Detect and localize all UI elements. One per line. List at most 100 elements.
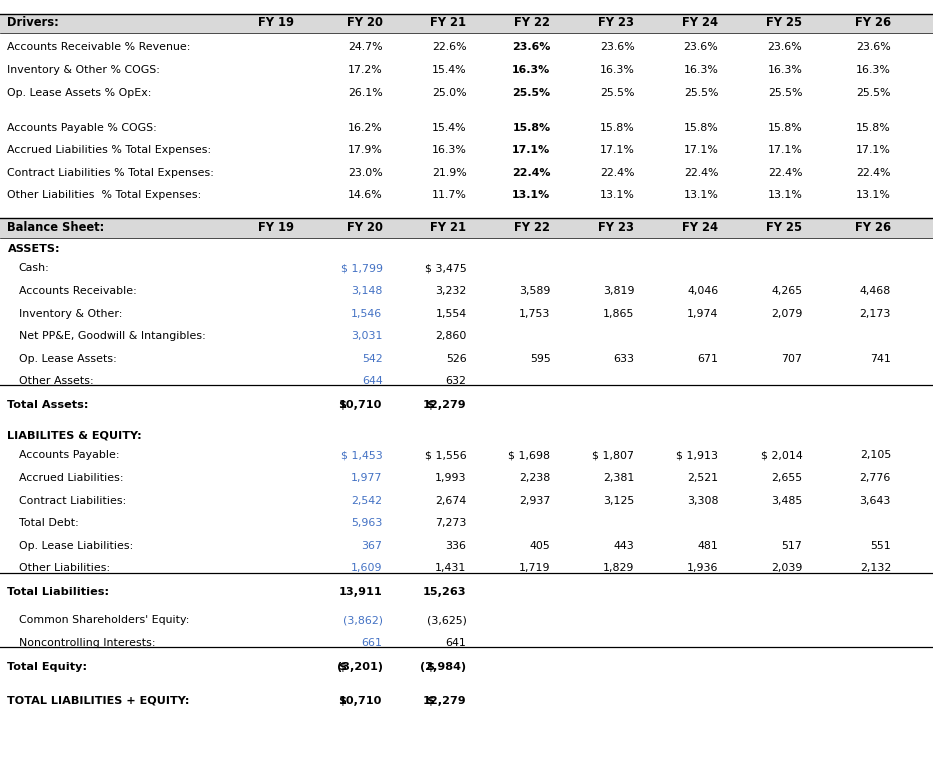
Text: 2,655: 2,655 xyxy=(772,473,802,483)
Text: $ 1,799: $ 1,799 xyxy=(341,264,383,273)
Text: 1,546: 1,546 xyxy=(352,309,383,319)
Text: 12,279: 12,279 xyxy=(423,696,466,705)
Text: 17.1%: 17.1% xyxy=(768,146,802,155)
Text: 23.6%: 23.6% xyxy=(768,42,802,52)
Text: 15.8%: 15.8% xyxy=(856,123,891,133)
Text: Other Assets:: Other Assets: xyxy=(19,376,93,386)
Text: FY 21: FY 21 xyxy=(430,221,466,234)
Text: FY 20: FY 20 xyxy=(347,221,383,234)
Text: $: $ xyxy=(426,400,434,410)
Bar xyxy=(0,218,933,238)
Text: 2,132: 2,132 xyxy=(860,564,891,574)
Text: 22.4%: 22.4% xyxy=(600,168,634,178)
Text: 2,860: 2,860 xyxy=(435,331,466,341)
Text: 2,542: 2,542 xyxy=(352,496,383,506)
Text: 2,039: 2,039 xyxy=(771,564,802,574)
Text: 16.3%: 16.3% xyxy=(768,65,802,75)
Text: 542: 542 xyxy=(362,354,383,364)
Text: 25.5%: 25.5% xyxy=(684,87,718,97)
Text: 3,643: 3,643 xyxy=(859,496,891,506)
Text: $ 3,475: $ 3,475 xyxy=(425,264,466,273)
Text: Accrued Liabilities:: Accrued Liabilities: xyxy=(19,473,123,483)
Text: 2,674: 2,674 xyxy=(436,496,466,506)
Text: Other Liabilities  % Total Expenses:: Other Liabilities % Total Expenses: xyxy=(7,191,202,201)
Text: FY 26: FY 26 xyxy=(855,16,891,29)
Text: $: $ xyxy=(338,400,345,410)
Text: 25.5%: 25.5% xyxy=(512,87,550,97)
Text: 1,977: 1,977 xyxy=(351,473,383,483)
Text: 15.8%: 15.8% xyxy=(512,123,550,133)
Text: 2,521: 2,521 xyxy=(688,473,718,483)
Text: 2,238: 2,238 xyxy=(520,473,550,483)
Text: $ 1,556: $ 1,556 xyxy=(425,450,466,460)
Text: 3,232: 3,232 xyxy=(436,286,466,296)
Text: $ 1,913: $ 1,913 xyxy=(676,450,718,460)
Text: 1,936: 1,936 xyxy=(687,564,718,574)
Text: 17.1%: 17.1% xyxy=(600,146,634,155)
Text: 23.6%: 23.6% xyxy=(512,42,550,52)
Text: 16.3%: 16.3% xyxy=(512,65,550,75)
Text: 17.9%: 17.9% xyxy=(348,146,383,155)
Text: 671: 671 xyxy=(697,354,718,364)
Text: 1,829: 1,829 xyxy=(603,564,634,574)
Text: FY 21: FY 21 xyxy=(430,16,466,29)
Text: 25.5%: 25.5% xyxy=(856,87,891,97)
Text: ASSETS:: ASSETS: xyxy=(7,244,60,254)
Text: 2,105: 2,105 xyxy=(860,450,891,460)
Text: 13,911: 13,911 xyxy=(339,588,383,597)
Text: Inventory & Other:: Inventory & Other: xyxy=(19,309,122,319)
Text: Net PP&E, Goodwill & Intangibles:: Net PP&E, Goodwill & Intangibles: xyxy=(19,331,205,341)
Text: Inventory & Other % COGS:: Inventory & Other % COGS: xyxy=(7,65,160,75)
Text: 3,125: 3,125 xyxy=(604,496,634,506)
Text: 3,308: 3,308 xyxy=(687,496,718,506)
Text: 1,609: 1,609 xyxy=(351,564,383,574)
Text: 22.4%: 22.4% xyxy=(856,168,891,178)
Text: 336: 336 xyxy=(445,541,466,551)
Text: 15.8%: 15.8% xyxy=(600,123,634,133)
Text: 2,937: 2,937 xyxy=(519,496,550,506)
Text: 3,485: 3,485 xyxy=(772,496,802,506)
Text: 12,279: 12,279 xyxy=(423,400,466,410)
Text: Drivers:: Drivers: xyxy=(7,16,59,29)
Text: 1,554: 1,554 xyxy=(436,309,466,319)
Text: Op. Lease Assets:: Op. Lease Assets: xyxy=(19,354,117,364)
Text: 633: 633 xyxy=(613,354,634,364)
Text: 10,710: 10,710 xyxy=(340,400,383,410)
Text: 741: 741 xyxy=(870,354,891,364)
Text: 517: 517 xyxy=(782,541,802,551)
Text: LIABILITES & EQUITY:: LIABILITES & EQUITY: xyxy=(7,430,142,440)
Text: FY 23: FY 23 xyxy=(598,16,634,29)
Text: 17.2%: 17.2% xyxy=(348,65,383,75)
Text: FY 19: FY 19 xyxy=(258,16,294,29)
Text: Op. Lease Assets % OpEx:: Op. Lease Assets % OpEx: xyxy=(7,87,152,97)
Text: 25.5%: 25.5% xyxy=(768,87,802,97)
Text: FY 24: FY 24 xyxy=(682,16,718,29)
Text: 661: 661 xyxy=(361,638,383,648)
Text: 367: 367 xyxy=(361,541,383,551)
Text: 15.8%: 15.8% xyxy=(768,123,802,133)
Text: 595: 595 xyxy=(530,354,550,364)
Text: 707: 707 xyxy=(781,354,802,364)
Text: Contract Liabilities % Total Expenses:: Contract Liabilities % Total Expenses: xyxy=(7,168,215,178)
Text: 3,589: 3,589 xyxy=(519,286,550,296)
Text: 16.3%: 16.3% xyxy=(432,146,466,155)
Text: 13.1%: 13.1% xyxy=(856,191,891,201)
Text: FY 23: FY 23 xyxy=(598,221,634,234)
Text: 23.6%: 23.6% xyxy=(684,42,718,52)
Text: FY 20: FY 20 xyxy=(347,16,383,29)
Text: Total Equity:: Total Equity: xyxy=(7,662,88,672)
Text: 405: 405 xyxy=(530,541,550,551)
Text: 481: 481 xyxy=(698,541,718,551)
Text: 1,993: 1,993 xyxy=(435,473,466,483)
Text: 7,273: 7,273 xyxy=(435,519,466,529)
Text: 22.4%: 22.4% xyxy=(512,168,550,178)
Text: 25.0%: 25.0% xyxy=(432,87,466,97)
Text: Accounts Receivable % Revenue:: Accounts Receivable % Revenue: xyxy=(7,42,191,52)
Text: 551: 551 xyxy=(870,541,891,551)
Text: FY 24: FY 24 xyxy=(682,221,718,234)
Text: Accounts Receivable:: Accounts Receivable: xyxy=(19,286,136,296)
Text: 23.0%: 23.0% xyxy=(348,168,383,178)
Text: Noncontrolling Interests:: Noncontrolling Interests: xyxy=(19,638,155,648)
Text: $: $ xyxy=(426,696,434,705)
Text: 14.6%: 14.6% xyxy=(348,191,383,201)
